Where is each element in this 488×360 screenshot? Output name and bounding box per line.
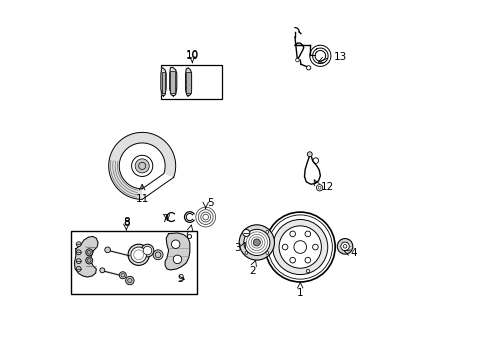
Circle shape bbox=[76, 242, 81, 247]
Circle shape bbox=[316, 185, 322, 191]
Circle shape bbox=[173, 255, 182, 264]
Circle shape bbox=[244, 230, 247, 233]
Text: 9: 9 bbox=[177, 274, 183, 284]
Polygon shape bbox=[165, 233, 189, 270]
Polygon shape bbox=[108, 132, 175, 199]
Bar bbox=[71, 231, 197, 294]
Text: 8: 8 bbox=[123, 217, 129, 227]
Circle shape bbox=[131, 155, 152, 176]
Text: 11: 11 bbox=[135, 194, 148, 204]
Text: 4: 4 bbox=[349, 248, 356, 258]
Bar bbox=[170, 71, 174, 93]
Circle shape bbox=[135, 159, 149, 173]
Circle shape bbox=[76, 250, 81, 255]
Circle shape bbox=[242, 229, 249, 237]
Circle shape bbox=[265, 230, 268, 233]
Circle shape bbox=[295, 58, 299, 62]
Text: 3: 3 bbox=[234, 243, 241, 253]
Text: 10: 10 bbox=[185, 51, 199, 61]
Circle shape bbox=[153, 250, 163, 260]
Circle shape bbox=[340, 242, 348, 251]
Circle shape bbox=[244, 252, 247, 254]
Polygon shape bbox=[169, 67, 176, 96]
Circle shape bbox=[282, 244, 287, 250]
Circle shape bbox=[239, 225, 274, 260]
Bar bbox=[161, 72, 165, 93]
Circle shape bbox=[337, 239, 352, 254]
Circle shape bbox=[141, 244, 154, 257]
Circle shape bbox=[85, 257, 93, 264]
Text: 12: 12 bbox=[320, 182, 333, 192]
Circle shape bbox=[128, 244, 149, 265]
Bar bbox=[186, 72, 190, 93]
Polygon shape bbox=[161, 68, 166, 96]
Circle shape bbox=[312, 244, 318, 250]
Text: 6: 6 bbox=[185, 231, 192, 241]
Circle shape bbox=[305, 231, 310, 237]
Circle shape bbox=[76, 259, 81, 264]
Bar bbox=[160, 65, 222, 99]
Circle shape bbox=[244, 229, 269, 256]
Polygon shape bbox=[185, 68, 191, 96]
Circle shape bbox=[131, 247, 146, 262]
Text: 10: 10 bbox=[185, 50, 199, 60]
Circle shape bbox=[104, 247, 110, 253]
Circle shape bbox=[143, 246, 151, 255]
Text: 8: 8 bbox=[123, 218, 129, 228]
Circle shape bbox=[253, 239, 260, 246]
Text: 1: 1 bbox=[296, 288, 303, 298]
Circle shape bbox=[76, 266, 81, 271]
Circle shape bbox=[125, 276, 134, 285]
Circle shape bbox=[305, 257, 310, 263]
Polygon shape bbox=[74, 237, 98, 277]
Text: 5: 5 bbox=[206, 198, 213, 208]
Circle shape bbox=[289, 231, 295, 237]
Circle shape bbox=[306, 66, 310, 70]
Circle shape bbox=[265, 252, 268, 254]
Text: 2: 2 bbox=[249, 266, 256, 276]
Circle shape bbox=[289, 257, 295, 263]
Circle shape bbox=[100, 268, 104, 273]
Circle shape bbox=[171, 240, 180, 248]
Circle shape bbox=[85, 249, 93, 256]
Text: 13: 13 bbox=[333, 52, 346, 62]
Circle shape bbox=[119, 272, 126, 279]
Circle shape bbox=[306, 152, 312, 157]
Circle shape bbox=[272, 220, 327, 275]
Text: 7: 7 bbox=[161, 213, 167, 224]
Circle shape bbox=[279, 226, 321, 268]
